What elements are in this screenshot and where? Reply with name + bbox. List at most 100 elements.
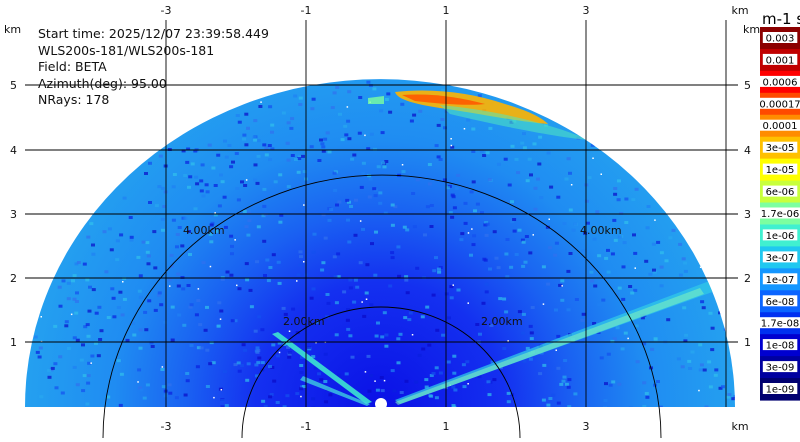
speckle xyxy=(329,208,334,211)
speckle-dropout xyxy=(471,228,473,230)
speckle xyxy=(58,304,63,308)
speckle xyxy=(698,343,703,347)
colorbar-label: 6e-08 xyxy=(766,297,795,308)
speckle xyxy=(233,319,238,323)
speckle xyxy=(131,321,136,325)
speckle-dropout xyxy=(361,301,363,303)
speckle xyxy=(321,149,326,153)
speckle xyxy=(271,253,276,257)
speckle xyxy=(87,361,92,365)
speckle xyxy=(234,152,239,155)
speckle xyxy=(681,257,686,261)
speckle xyxy=(369,132,374,136)
speckle xyxy=(366,354,371,358)
speckle xyxy=(241,343,246,347)
speckle xyxy=(37,355,42,359)
colorbar-label-bg xyxy=(762,273,798,285)
speckle xyxy=(484,290,489,294)
speckle xyxy=(364,291,369,295)
speckle xyxy=(129,235,134,239)
speckle xyxy=(603,405,607,408)
speckle xyxy=(678,273,683,277)
speckle xyxy=(282,343,287,346)
speckle xyxy=(514,157,519,161)
speckle xyxy=(358,96,363,99)
speckle-dropout xyxy=(698,389,700,392)
colorbar-label: 1e-06 xyxy=(766,231,795,242)
colorbar-label: 1e-09 xyxy=(766,385,795,396)
speckle xyxy=(262,204,267,208)
speckle xyxy=(347,137,352,141)
speckle xyxy=(459,238,464,242)
speckle xyxy=(125,338,130,342)
speckle xyxy=(91,252,96,256)
speckle xyxy=(367,404,372,408)
speckle xyxy=(473,209,477,213)
speckle xyxy=(47,375,52,379)
speckle xyxy=(205,190,210,194)
colorbar-label: 0.001 xyxy=(766,55,795,66)
speckle xyxy=(200,163,205,167)
speckle xyxy=(230,244,234,248)
speckle xyxy=(613,238,618,242)
speckle-dropout xyxy=(548,218,550,220)
y-axis-right: km 1 2 3 4 5 xyxy=(743,23,760,349)
speckle xyxy=(516,171,521,175)
speckle xyxy=(551,393,556,397)
speckle-dropout xyxy=(401,164,404,166)
speckle xyxy=(405,291,410,295)
speckle xyxy=(298,96,303,100)
speckle xyxy=(272,379,277,383)
speckle xyxy=(366,80,371,84)
speckle xyxy=(229,165,234,169)
speckle xyxy=(265,258,270,262)
speckle xyxy=(528,357,533,361)
y-tick-left-2: 2 xyxy=(10,272,17,285)
speckle xyxy=(484,282,489,286)
colorbar-labels: 0.003 0.001 0.0006 0.00017 0.0001 3e-05 1e-05 6… xyxy=(756,32,800,396)
speckle xyxy=(275,354,280,358)
speckle xyxy=(253,119,258,123)
y-tick-right-1: 1 xyxy=(744,336,751,349)
speckle-dropout xyxy=(450,144,453,147)
speckle xyxy=(71,279,75,283)
speckle-dropout xyxy=(627,337,629,340)
speckle xyxy=(208,232,213,236)
speckle xyxy=(396,245,401,249)
range-ring-2km xyxy=(241,306,521,439)
speckle xyxy=(651,242,656,246)
speckle xyxy=(554,241,559,245)
speckle xyxy=(207,143,212,147)
y-unit-right: km xyxy=(743,23,760,36)
speckle xyxy=(325,293,330,296)
speckle xyxy=(683,261,688,265)
speckle xyxy=(523,260,528,264)
speckle xyxy=(640,316,645,320)
speckle xyxy=(449,296,454,300)
speckle xyxy=(180,276,185,279)
speckle-dropout xyxy=(161,366,164,368)
y-tick-right-5: 5 xyxy=(744,79,751,92)
speckle xyxy=(223,139,227,143)
speckle xyxy=(528,324,533,328)
speckle xyxy=(278,220,283,224)
speckle xyxy=(260,361,265,365)
speckle xyxy=(379,109,384,113)
beam-left-upper xyxy=(272,332,372,404)
speckle xyxy=(438,371,443,375)
speckle xyxy=(72,274,77,278)
speckle xyxy=(492,230,497,234)
speckle xyxy=(593,284,598,288)
speckle xyxy=(567,405,572,408)
speckle xyxy=(683,339,688,343)
speckle xyxy=(656,240,661,244)
speckle xyxy=(635,360,640,364)
speckle xyxy=(652,270,657,274)
speckle xyxy=(592,322,597,325)
y-axis-left: km 1 2 3 4 5 xyxy=(4,23,21,349)
speckle xyxy=(361,161,366,165)
speckle-dropout xyxy=(300,395,302,398)
speckle-dropout xyxy=(346,106,349,108)
speckle xyxy=(372,187,377,191)
colorbar-label: 0.003 xyxy=(766,34,795,45)
